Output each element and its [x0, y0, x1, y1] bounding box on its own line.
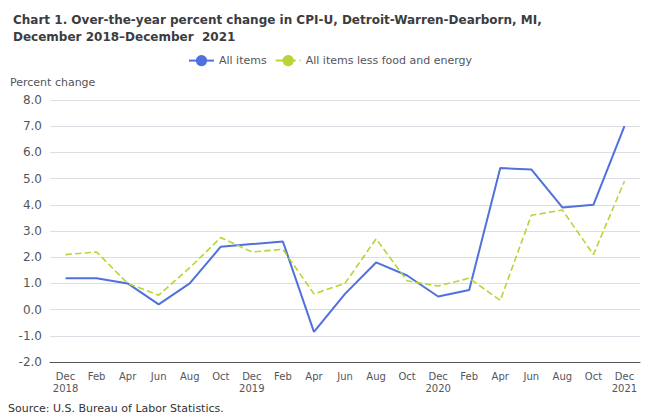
svg-text:-2.0: -2.0 [19, 355, 42, 369]
svg-text:Aug: Aug [366, 371, 386, 382]
svg-text:Dec: Dec [615, 371, 634, 382]
svg-text:Feb: Feb [88, 371, 106, 382]
svg-text:Oct: Oct [585, 371, 602, 382]
svg-text:-1.0: -1.0 [19, 329, 42, 343]
svg-text:Apr: Apr [305, 371, 323, 382]
svg-text:Jun: Jun [150, 371, 167, 382]
svg-text:2.0: 2.0 [23, 250, 42, 264]
svg-text:Aug: Aug [553, 371, 573, 382]
svg-text:Apr: Apr [492, 371, 510, 382]
svg-text:December 2018–December 2021: December 2018–December 2021 [13, 30, 235, 44]
svg-text:Feb: Feb [274, 371, 292, 382]
svg-text:2020: 2020 [425, 383, 450, 394]
svg-text:Dec: Dec [56, 371, 75, 382]
svg-text:7.0: 7.0 [23, 119, 42, 133]
svg-text:Percent change: Percent change [10, 76, 96, 89]
svg-text:2019: 2019 [239, 383, 264, 394]
svg-text:Apr: Apr [119, 371, 137, 382]
svg-text:Jun: Jun [336, 371, 353, 382]
svg-text:5.0: 5.0 [23, 172, 42, 186]
svg-text:0.0: 0.0 [23, 303, 42, 317]
svg-text:Feb: Feb [460, 371, 478, 382]
svg-text:Oct: Oct [212, 371, 229, 382]
svg-text:Jun: Jun [523, 371, 540, 382]
svg-text:4.0: 4.0 [23, 198, 42, 212]
svg-text:Dec: Dec [242, 371, 261, 382]
svg-text:1.0: 1.0 [23, 276, 42, 290]
svg-text:6.0: 6.0 [23, 145, 42, 159]
svg-text:2021: 2021 [612, 383, 637, 394]
svg-text:Chart 1. Over-the-year percent: Chart 1. Over-the-year percent change in… [13, 13, 542, 27]
svg-text:Oct: Oct [398, 371, 415, 382]
svg-text:3.0: 3.0 [23, 224, 42, 238]
svg-text:Source: U.S. Bureau of Labor S: Source: U.S. Bureau of Labor Statistics. [8, 402, 224, 415]
svg-text:Dec: Dec [428, 371, 447, 382]
svg-text:2018: 2018 [53, 383, 78, 394]
svg-text:All items: All items [219, 54, 267, 67]
svg-text:Aug: Aug [180, 371, 200, 382]
svg-text:8.0: 8.0 [23, 93, 42, 107]
svg-text:All items less food and energy: All items less food and energy [306, 54, 473, 67]
